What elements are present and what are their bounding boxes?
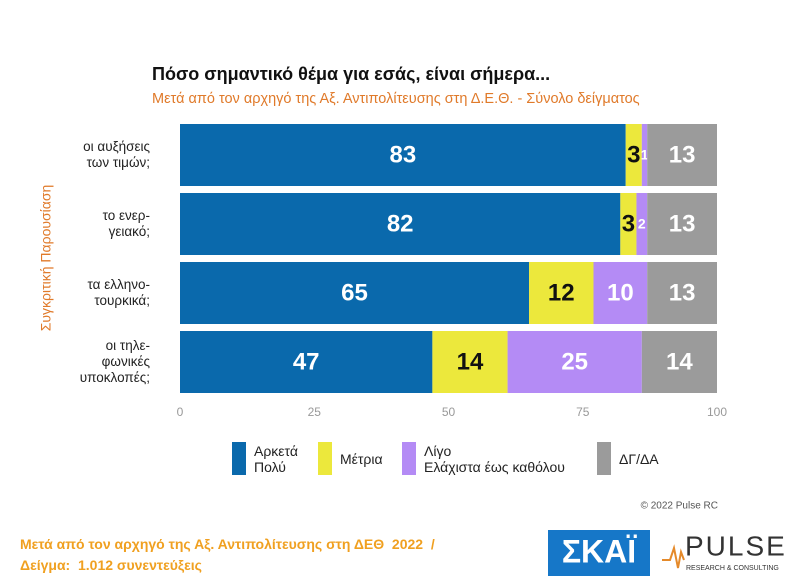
y-tick-label: οι τηλε- φωνικές υποκλοπές; — [79, 338, 150, 385]
value-label: 2 — [638, 216, 646, 232]
legend-swatch — [232, 442, 246, 475]
footer-line: Δείγμα: 1.012 συνεντεύξεις — [20, 557, 202, 573]
legend-label: Λίγο Ελάχιστα έως καθόλου — [424, 443, 565, 475]
copyright: © 2022 Pulse RC — [641, 501, 718, 512]
value-label: 1 — [641, 147, 649, 163]
x-tick-label: 75 — [576, 405, 590, 419]
value-label: 13 — [669, 141, 696, 168]
y-tick-label: το ενερ- γειακό; — [102, 208, 150, 239]
value-label: 12 — [548, 279, 575, 306]
x-tick-label: 100 — [707, 405, 727, 419]
value-label: 3 — [627, 141, 640, 168]
legend-swatch — [402, 442, 416, 475]
bar-segment — [507, 331, 642, 393]
legend-label: Μέτρια — [340, 451, 383, 467]
value-label: 3 — [622, 210, 635, 237]
legend-swatch — [318, 442, 332, 475]
legend-label: ΔΓ/ΔΑ — [619, 451, 659, 467]
bar-segment — [180, 262, 530, 324]
value-label: 82 — [387, 210, 414, 237]
bar-segment — [641, 124, 648, 186]
chart-subtitle: Μετά από τον αρχηγό της Αξ. Αντιπολίτευσ… — [152, 91, 640, 107]
value-label: 25 — [561, 348, 588, 375]
x-tick-label: 50 — [442, 405, 456, 419]
bar-segment — [625, 124, 642, 186]
bar-segment — [432, 331, 508, 393]
value-label: 14 — [666, 348, 693, 375]
bar-segment — [641, 331, 717, 393]
logo-pulse: PULSE — [685, 530, 787, 561]
bar-segment — [529, 262, 594, 324]
bar-segment — [647, 193, 717, 255]
legend-swatch — [597, 442, 611, 475]
bar-segment — [647, 124, 717, 186]
value-label: 65 — [341, 279, 368, 306]
value-label: 10 — [607, 279, 634, 306]
value-label: 13 — [669, 279, 696, 306]
logo-pulse-icon — [662, 544, 685, 569]
y-tick-label: οι αυξήσεις των τιμών; — [83, 139, 150, 170]
bar-segment — [593, 262, 648, 324]
value-label: 47 — [293, 348, 320, 375]
bar-segment — [647, 262, 717, 324]
bar-segment — [636, 193, 648, 255]
footer-line: Μετά από τον αρχηγό της Αξ. Αντιπολίτευσ… — [20, 536, 435, 552]
bar-segment — [180, 193, 621, 255]
legend-label: Αρκετά Πολύ — [254, 443, 298, 475]
y-tick-label: τα ελληνο- τουρκικά; — [87, 277, 150, 308]
chart-title: Πόσο σημαντικό θέμα για εσάς, είναι σήμε… — [152, 64, 550, 84]
bar-segment — [180, 124, 626, 186]
y-axis-title: Συγκριτική Παρουσίαση — [38, 185, 54, 332]
logo-pulse-sub: RESEARCH & CONSULTING — [686, 565, 779, 572]
bar-segment — [180, 331, 433, 393]
value-label: 13 — [669, 210, 696, 237]
value-label: 83 — [390, 141, 417, 168]
logo-skai: ΣΚΑΪ — [562, 533, 637, 569]
logo-box — [548, 530, 650, 576]
bar-segment — [620, 193, 637, 255]
value-label: 14 — [457, 348, 484, 375]
x-tick-label: 25 — [308, 405, 322, 419]
x-tick-label: 0 — [177, 405, 184, 419]
